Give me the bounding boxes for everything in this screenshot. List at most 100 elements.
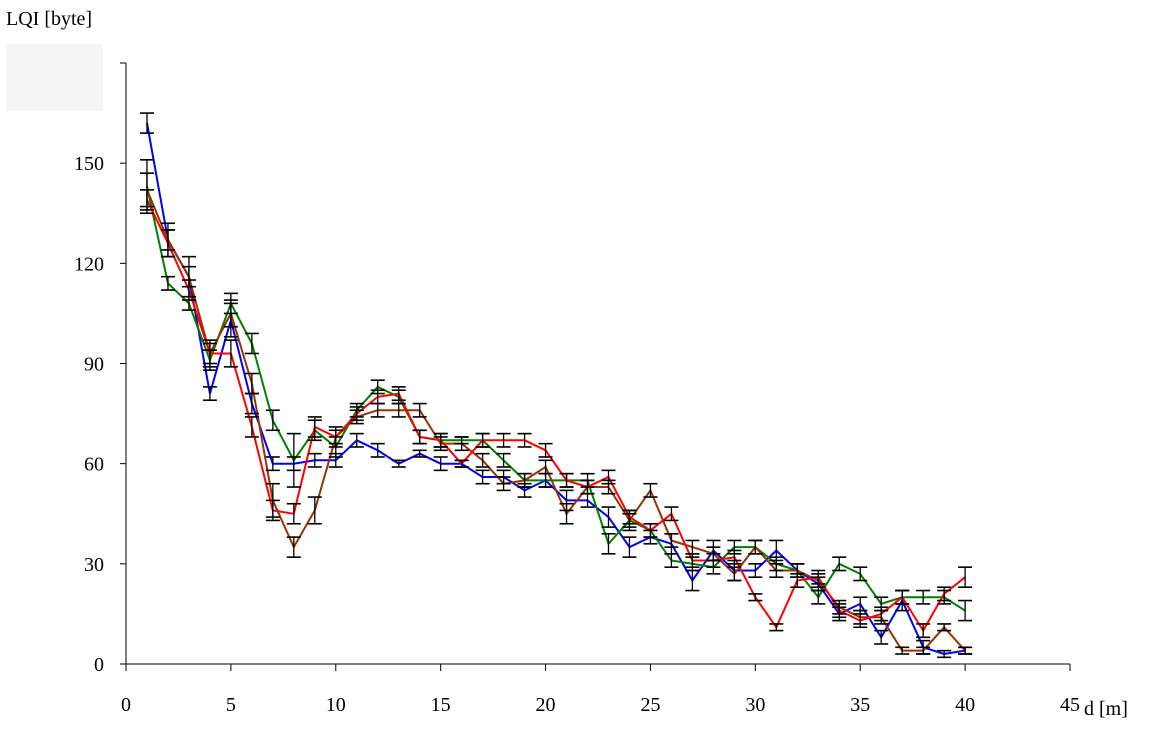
error-bar bbox=[244, 332, 259, 355]
error-bar bbox=[748, 539, 763, 555]
error-bar bbox=[769, 563, 784, 578]
error-bar bbox=[622, 536, 637, 558]
error-bar bbox=[349, 432, 364, 448]
error-bar bbox=[496, 476, 511, 492]
error-bar bbox=[412, 402, 427, 418]
x-tick-label: 45 bbox=[1060, 694, 1080, 716]
error-bar bbox=[349, 406, 364, 422]
y-axis-label: LQI [byte] bbox=[6, 8, 92, 30]
error-bar bbox=[748, 563, 763, 578]
error-bar bbox=[286, 432, 301, 488]
error-bar bbox=[286, 536, 301, 558]
x-tick-label: 30 bbox=[745, 694, 765, 716]
error-bar bbox=[517, 432, 532, 448]
x-tick-label: 0 bbox=[121, 694, 131, 716]
error-bar bbox=[370, 389, 385, 405]
y-tick-label: 120 bbox=[74, 253, 104, 275]
x-axis-label: d [m] bbox=[1084, 698, 1128, 720]
error-bar bbox=[664, 532, 679, 548]
error-bar bbox=[853, 613, 868, 629]
error-bar bbox=[391, 386, 406, 402]
error-bar bbox=[517, 472, 532, 488]
error-bar bbox=[727, 549, 742, 565]
y-tick-label: 150 bbox=[74, 153, 104, 175]
error-bar bbox=[811, 569, 826, 585]
x-tick-label: 5 bbox=[226, 694, 236, 716]
error-bar bbox=[958, 599, 973, 622]
error-bar bbox=[916, 589, 931, 605]
error-bar bbox=[139, 189, 154, 211]
error-bar bbox=[685, 553, 700, 568]
error-bar bbox=[412, 449, 427, 458]
error-bar bbox=[244, 416, 259, 438]
y-tick-label: 30 bbox=[84, 554, 104, 576]
error-bar bbox=[622, 509, 637, 525]
error-bar bbox=[202, 386, 217, 402]
label-mask bbox=[6, 44, 103, 111]
error-bar bbox=[244, 372, 259, 395]
error-bar bbox=[475, 432, 490, 448]
error-bar bbox=[706, 553, 721, 568]
error-bar bbox=[433, 456, 448, 472]
error-bar bbox=[601, 506, 616, 528]
x-tick-label: 40 bbox=[955, 694, 975, 716]
error-bar bbox=[895, 646, 910, 655]
error-bar bbox=[454, 436, 469, 452]
x-tick-label: 20 bbox=[536, 694, 556, 716]
error-bars bbox=[139, 189, 973, 639]
error-bar bbox=[958, 566, 973, 589]
error-bar bbox=[916, 623, 931, 639]
error-bar bbox=[454, 459, 469, 468]
error-bar bbox=[769, 623, 784, 632]
error-bar bbox=[811, 589, 826, 605]
series-line bbox=[146, 186, 966, 612]
x-tick-label: 10 bbox=[326, 694, 346, 716]
error-bar bbox=[181, 279, 196, 301]
error-bar bbox=[223, 299, 238, 328]
error-bar bbox=[937, 623, 952, 632]
error-bar bbox=[265, 456, 280, 472]
error-bar bbox=[538, 459, 553, 475]
x-tick-label: 25 bbox=[640, 694, 660, 716]
error-bar bbox=[475, 469, 490, 485]
error-bar bbox=[412, 429, 427, 445]
error-bar bbox=[559, 472, 574, 488]
error-bar bbox=[139, 112, 154, 134]
error-bar bbox=[790, 573, 805, 589]
error-bar bbox=[307, 416, 322, 438]
error-bar bbox=[160, 229, 175, 258]
x-tick-label: 35 bbox=[850, 694, 870, 716]
error-bar bbox=[853, 566, 868, 582]
error-bar bbox=[916, 646, 931, 655]
error-bar bbox=[727, 566, 742, 582]
error-bar bbox=[286, 502, 301, 525]
error-bar bbox=[874, 606, 889, 622]
y-tick-label: 0 bbox=[94, 654, 104, 676]
error-bar bbox=[601, 469, 616, 485]
error-bar bbox=[328, 429, 343, 445]
error-bar bbox=[937, 586, 952, 602]
error-bar bbox=[937, 649, 952, 659]
error-bar bbox=[832, 556, 847, 572]
error-bar bbox=[433, 432, 448, 448]
error-bar bbox=[265, 499, 280, 522]
error-bar bbox=[664, 506, 679, 522]
error-bar bbox=[391, 459, 406, 468]
error-bar bbox=[832, 603, 847, 619]
error-bar bbox=[475, 452, 490, 468]
error-bar bbox=[307, 452, 322, 468]
error-bar bbox=[496, 452, 511, 468]
error-bar bbox=[874, 629, 889, 645]
error-bar bbox=[958, 646, 973, 655]
y-tick-label: 90 bbox=[84, 354, 104, 376]
error-bar bbox=[580, 479, 595, 495]
axes: 0 5 10 15 20 25 30 35 40 45 0 30 60 90 120 150 bbox=[74, 62, 1080, 716]
error-bar bbox=[895, 589, 910, 605]
error-bar bbox=[559, 502, 574, 525]
error-bar bbox=[307, 496, 322, 525]
error-bar bbox=[265, 409, 280, 432]
series-2 bbox=[146, 186, 966, 612]
series-layer bbox=[139, 112, 973, 659]
